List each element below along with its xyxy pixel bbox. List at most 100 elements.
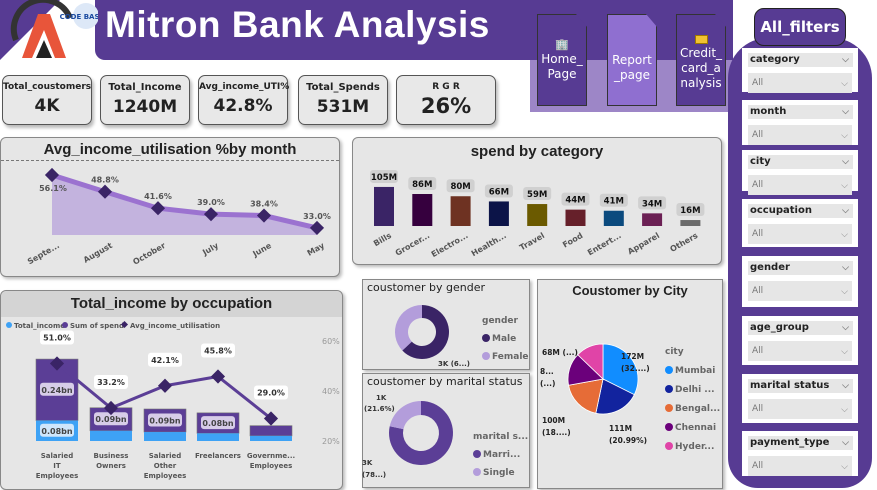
slice-single [389, 401, 421, 430]
data-point [157, 378, 173, 393]
series-line [51, 172, 318, 231]
chevron-down-icon[interactable]: ⌵ [842, 381, 849, 391]
chevron-down-icon[interactable]: ⌵ [842, 438, 849, 448]
line-label: 42.1% [151, 356, 179, 365]
bar [565, 209, 586, 226]
filter-label: month ⌵ [748, 105, 853, 119]
chevron-down-icon: ⌵ [841, 347, 848, 357]
filter-label-text: category [750, 54, 800, 65]
filter-dropdown[interactable]: All ⌵ [748, 224, 852, 244]
filter-label-text: city [750, 156, 771, 167]
data-label: 34M [642, 199, 662, 209]
data-label: 3K (6...) [438, 360, 470, 368]
filter-dropdown[interactable]: All ⌵ [748, 125, 852, 145]
kpi-label: Avg_income_UTI% [199, 82, 290, 92]
data-label: 39.0% [197, 198, 225, 207]
filter-city[interactable]: city ⌵ All ⌵ [742, 150, 858, 195]
data-label: 59M [527, 190, 547, 200]
income-by-occupation-chart: Total_income Sum of spend Avg_income_utili… [6, 320, 340, 480]
filter-label-text: payment_type [750, 437, 830, 448]
data-label: (21.6%) [364, 405, 395, 413]
filter-category[interactable]: category ⌵ All ⌵ [742, 48, 858, 93]
legend-marker [120, 320, 129, 329]
legend-label: Hyder... [675, 442, 714, 452]
filter-dropdown[interactable]: All ⌵ [748, 175, 852, 195]
bar [680, 220, 701, 226]
bar [374, 186, 394, 226]
filter-value: All [752, 229, 764, 239]
chart-title: Total_income by occupation [70, 295, 273, 312]
filter-value: All [752, 286, 764, 296]
filter-label: age_group ⌵ [748, 321, 853, 335]
city-chart: city Mumbai Delhi ... Bengal... Chennai Hyder… [540, 343, 720, 452]
legend-marker [482, 352, 490, 360]
logo-text: CODE BASICS [60, 13, 98, 21]
data-point [263, 411, 279, 426]
kpi-label: R G R [432, 82, 460, 92]
legend-marker [665, 423, 673, 431]
x-tick-label: Employees [250, 462, 293, 470]
x-tick-label: Other [154, 462, 177, 470]
legend-label: Marri... [483, 450, 520, 460]
x-tick-label: October [131, 241, 167, 267]
y2-tick-label: 40% [322, 387, 340, 396]
income-label: 0.08bn [41, 427, 72, 436]
legend-label: Delhi ... [675, 385, 715, 395]
filter-dropdown[interactable]: All ⌵ [748, 281, 852, 301]
filter-dropdown[interactable]: All ⌵ [748, 399, 852, 419]
filter-value: All [752, 180, 764, 190]
chevron-down-icon[interactable]: ⌵ [842, 55, 849, 65]
data-label-bg [446, 179, 475, 193]
data-label-bg [599, 193, 628, 207]
chevron-down-icon[interactable]: ⌵ [842, 206, 849, 216]
chevron-down-icon[interactable]: ⌵ [842, 323, 849, 333]
bar [642, 213, 663, 226]
filter-dropdown[interactable]: All ⌵ [748, 341, 852, 361]
data-label: (...) [540, 379, 555, 388]
bar [488, 201, 509, 226]
x-tick-label: Health... [470, 231, 508, 258]
data-label-bg [523, 187, 552, 201]
data-label-bg [408, 177, 437, 191]
filters-title: All_filters [754, 8, 846, 46]
chevron-down-icon[interactable]: ⌵ [842, 157, 849, 167]
filter-dropdown[interactable]: All ⌵ [748, 73, 852, 93]
filter-label-text: occupation [750, 205, 812, 216]
income-bar [144, 432, 186, 441]
divider [1, 160, 339, 161]
kpi-value: 26% [420, 94, 472, 118]
kpi-value: 4K [34, 96, 60, 116]
data-label: (20.99%) [609, 436, 647, 445]
header-band [95, 0, 535, 60]
line-label: 51.0% [43, 334, 71, 343]
data-label: 1K [376, 394, 387, 402]
filter-label: marital status ⌵ [748, 379, 853, 393]
spend-label: 0.24bn [41, 386, 72, 395]
filter-value: All [752, 346, 764, 356]
report-page-button[interactable]: Report _page [607, 14, 657, 106]
x-tick-label: June [250, 241, 273, 259]
legend-label: Female [492, 352, 529, 362]
data-label: 33.0% [303, 212, 331, 221]
filter-month[interactable]: month ⌵ All ⌵ [742, 100, 858, 145]
filter-payment-type[interactable]: payment_type ⌵ All ⌵ [742, 431, 858, 476]
filter-gender[interactable]: gender ⌵ All ⌵ [742, 256, 858, 307]
legend-label: Bengal... [675, 404, 720, 414]
filter-age-group[interactable]: age_group ⌵ All ⌵ [742, 316, 858, 365]
filter-dropdown[interactable]: All ⌵ [748, 456, 852, 476]
kpi-avg-income-uti: Avg_income_UTI% 42.8% [198, 75, 290, 125]
home-page-button[interactable]: 🏢 Home_ Page [537, 14, 587, 106]
filter-occupation[interactable]: occupation ⌵ All ⌵ [742, 199, 858, 247]
chevron-down-icon[interactable]: ⌵ [842, 263, 849, 273]
slice-female [395, 305, 422, 351]
filter-marital-status[interactable]: marital status ⌵ All ⌵ [742, 374, 858, 423]
credit-card-analysis-button[interactable]: Credit_ card_a nalysis [676, 14, 726, 106]
data-label-bg [94, 375, 128, 389]
data-label-bg [561, 192, 590, 206]
data-point [49, 356, 65, 371]
legend-marker [665, 366, 673, 374]
data-label: 3K [362, 459, 373, 467]
filter-label: payment_type ⌵ [748, 436, 853, 450]
chevron-down-icon[interactable]: ⌵ [842, 107, 849, 117]
slice-hyder [577, 343, 604, 380]
